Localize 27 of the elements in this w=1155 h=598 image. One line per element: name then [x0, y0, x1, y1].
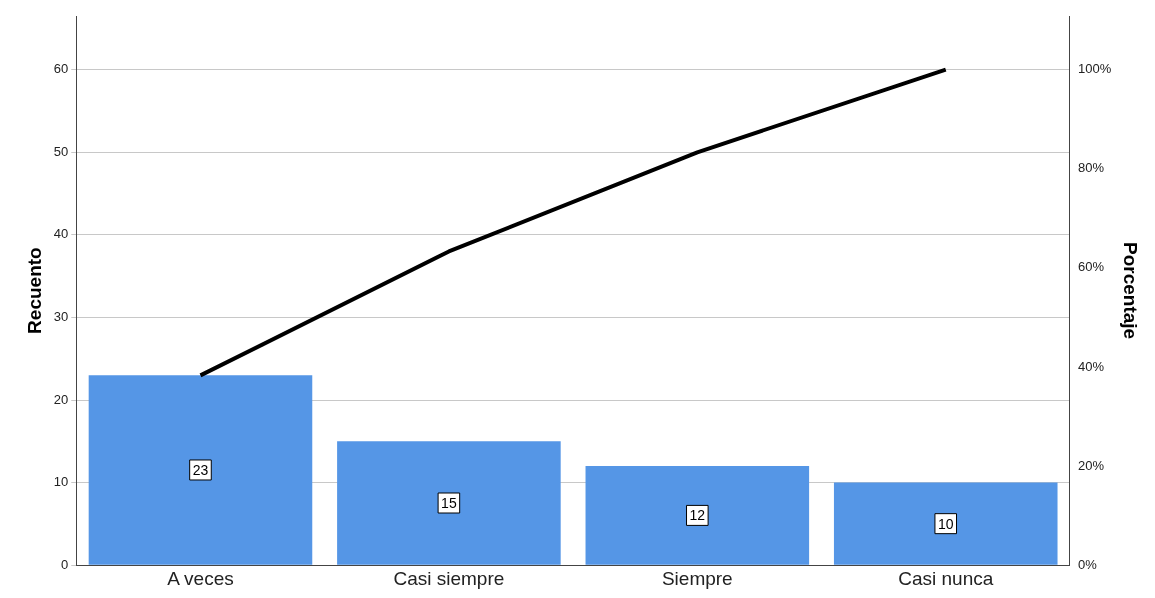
y-tick-label: 0 [61, 556, 69, 572]
y2-tick-label: 20% [1077, 457, 1105, 473]
y-tick-label: 30 [53, 309, 69, 325]
y-tick-label: 60 [53, 61, 69, 77]
y-tick-label: 40 [53, 226, 69, 242]
x-tick-label: Siempre [661, 567, 733, 589]
x-tick-label: A veces [167, 567, 234, 589]
y-axis-title: Recuento [23, 247, 45, 334]
y-tick-label: 20 [53, 391, 69, 407]
y2-tick-label: 80% [1077, 160, 1105, 176]
bar [337, 441, 561, 565]
y-tick-label: 10 [53, 474, 69, 490]
y2-tick-label: 40% [1077, 358, 1105, 374]
y2-tick-label: 60% [1077, 259, 1105, 275]
bar [585, 466, 810, 565]
x-tick-label: Casi siempre [393, 567, 505, 589]
y2-axis-title: Porcentaje [1120, 242, 1142, 340]
data-label: 10 [937, 515, 954, 532]
data-label: 15 [441, 494, 457, 511]
y2-tick-label: 0% [1077, 556, 1098, 572]
data-label: 23 [192, 461, 209, 478]
bar [88, 375, 313, 565]
y2-tick-label: 100% [1077, 61, 1112, 77]
x-tick-label: Casi nunca [898, 567, 994, 589]
bar [833, 482, 1058, 565]
data-label: 12 [689, 507, 706, 524]
y-tick-label: 50 [53, 143, 69, 159]
